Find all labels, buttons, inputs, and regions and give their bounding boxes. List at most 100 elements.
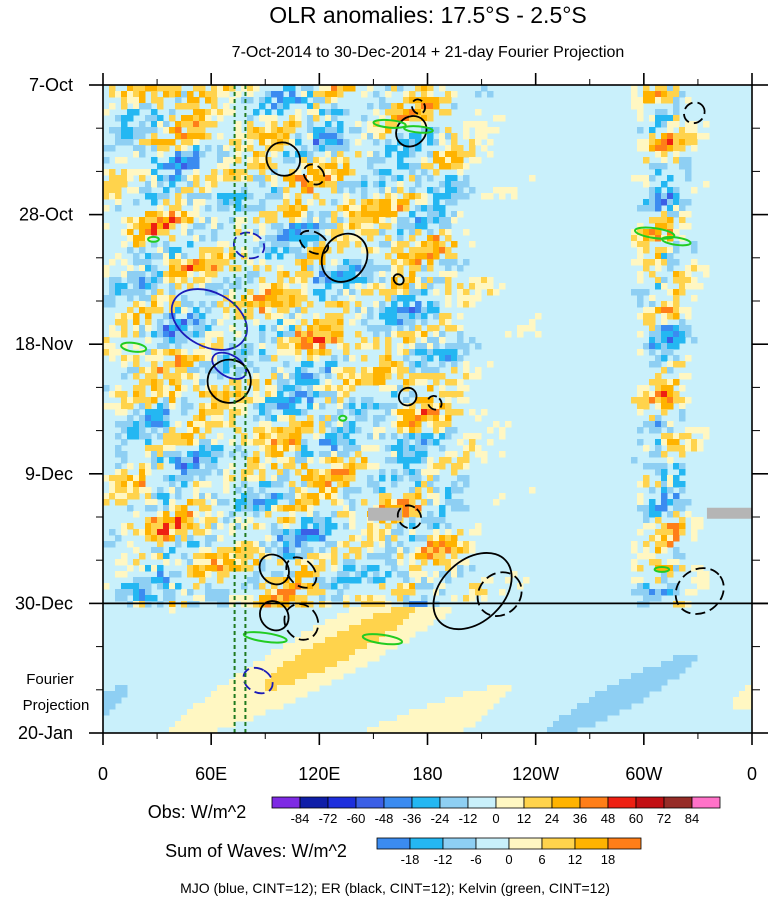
field-cell (319, 643, 326, 650)
field-cell (103, 493, 110, 500)
field-cell (331, 151, 338, 158)
field-cell (139, 289, 146, 296)
field-cell (193, 583, 200, 590)
field-cell (325, 553, 332, 560)
field-cell (193, 103, 200, 110)
field-cell (115, 391, 122, 398)
field-cell (151, 193, 158, 200)
field-cell (157, 151, 164, 158)
field-cell (193, 133, 200, 140)
field-cell (667, 379, 674, 386)
field-cell (211, 355, 218, 362)
field-cell (307, 517, 314, 524)
field-cell (259, 349, 266, 356)
field-cell (667, 529, 674, 536)
field-cell (217, 283, 224, 290)
field-cell (259, 661, 266, 668)
field-cell (337, 85, 344, 92)
field-cell (661, 151, 668, 158)
field-cell (277, 493, 284, 500)
field-cell (259, 133, 266, 140)
field-cell (679, 553, 686, 560)
field-cell (547, 727, 554, 733)
field-cell (289, 535, 296, 542)
field-cell (415, 163, 422, 170)
field-cell (475, 157, 482, 164)
field-cell (127, 169, 134, 176)
field-cell (247, 289, 254, 296)
field-cell (463, 697, 470, 704)
field-cell (337, 637, 344, 644)
field-cell (337, 655, 344, 662)
field-cell (115, 319, 122, 326)
field-cell (211, 451, 218, 458)
field-cell (157, 103, 164, 110)
field-cell (187, 331, 194, 338)
field-cell (109, 277, 116, 284)
field-cell (127, 85, 134, 92)
field-cell (289, 295, 296, 302)
field-cell (193, 511, 200, 518)
field-cell (403, 355, 410, 362)
field-cell (121, 241, 128, 248)
field-cell (247, 343, 254, 350)
field-cell (343, 439, 350, 446)
field-cell (217, 559, 224, 566)
field-cell (205, 325, 212, 332)
field-cell (253, 403, 260, 410)
field-cell (253, 397, 260, 404)
field-cell (277, 91, 284, 98)
field-cell (433, 373, 440, 380)
field-cell (649, 175, 656, 182)
field-cell (157, 277, 164, 284)
field-cell (241, 565, 248, 572)
field-cell (283, 667, 290, 674)
field-cell (331, 415, 338, 422)
field-cell (331, 457, 338, 464)
field-cell (103, 301, 110, 308)
field-cell (667, 427, 674, 434)
colorbar-level-label: 48 (601, 811, 615, 826)
field-cell (235, 223, 242, 230)
field-cell (169, 487, 176, 494)
field-cell (223, 145, 230, 152)
field-cell (409, 211, 416, 218)
field-cell (181, 553, 188, 560)
field-cell (295, 223, 302, 230)
field-cell (427, 301, 434, 308)
field-cell (295, 667, 302, 674)
field-cell (637, 109, 644, 116)
field-cell (235, 427, 242, 434)
field-cell (679, 385, 686, 392)
field-cell (169, 439, 176, 446)
field-cell (667, 325, 674, 332)
field-cell (193, 151, 200, 158)
field-cell (163, 325, 170, 332)
field-cell (649, 193, 656, 200)
field-cell (469, 283, 476, 290)
field-cell (319, 649, 326, 656)
field-cell (463, 559, 470, 566)
field-cell (565, 721, 572, 728)
field-cell (691, 517, 698, 524)
field-cell (379, 175, 386, 182)
field-cell (691, 445, 698, 452)
field-cell (331, 211, 338, 218)
field-cell (643, 463, 650, 470)
field-cell (199, 109, 206, 116)
field-cell (145, 577, 152, 584)
field-cell (661, 193, 668, 200)
field-cell (409, 499, 416, 506)
field-cell (679, 445, 686, 452)
field-cell (199, 247, 206, 254)
field-cell (163, 223, 170, 230)
field-cell (235, 199, 242, 206)
field-cell (187, 229, 194, 236)
field-cell (247, 271, 254, 278)
field-cell (139, 283, 146, 290)
field-cell (469, 445, 476, 452)
field-cell (163, 127, 170, 134)
field-cell (151, 301, 158, 308)
field-cell (349, 367, 356, 374)
field-cell (367, 211, 374, 218)
